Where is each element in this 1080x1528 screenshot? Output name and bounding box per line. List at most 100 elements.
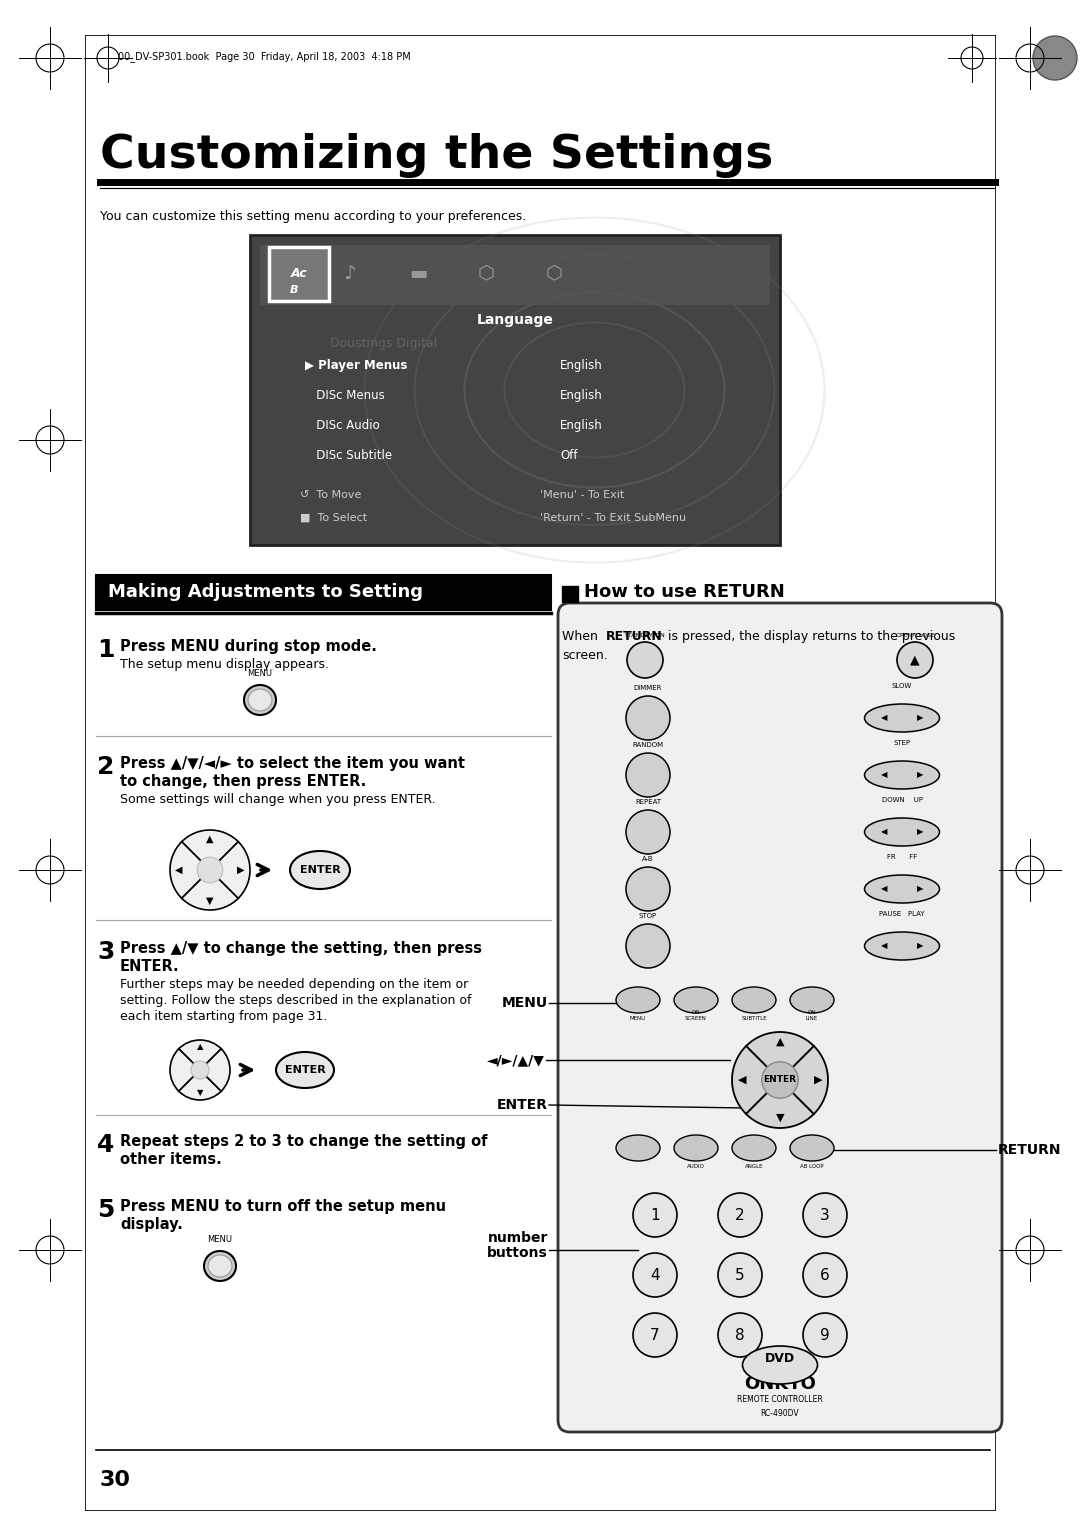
Text: English: English — [561, 388, 603, 402]
Text: ▶: ▶ — [917, 885, 923, 894]
Text: screen.: screen. — [562, 649, 608, 662]
Text: REPEAT: REPEAT — [635, 799, 661, 805]
Text: 4: 4 — [97, 1132, 114, 1157]
Text: RETURN: RETURN — [606, 630, 663, 643]
Wedge shape — [170, 842, 210, 898]
Text: ENTER: ENTER — [299, 865, 340, 876]
Text: ■  To Select: ■ To Select — [300, 513, 367, 523]
Text: 7: 7 — [650, 1328, 660, 1343]
Text: RANDOM: RANDOM — [633, 743, 663, 749]
Text: setting. Follow the steps described in the explanation of: setting. Follow the steps described in t… — [120, 995, 472, 1007]
Text: 30: 30 — [100, 1470, 131, 1490]
Text: SUBTITLE: SUBTITLE — [741, 1016, 767, 1021]
Text: ♪: ♪ — [343, 263, 356, 283]
Text: RETURN: RETURN — [998, 1143, 1062, 1157]
Circle shape — [626, 810, 670, 854]
Text: to change, then press ENTER.: to change, then press ENTER. — [120, 775, 366, 788]
Text: MENU: MENU — [502, 996, 548, 1010]
Text: ▶: ▶ — [917, 941, 923, 950]
Circle shape — [198, 857, 222, 883]
Text: The setup menu display appears.: The setup menu display appears. — [120, 659, 329, 671]
Ellipse shape — [864, 761, 940, 788]
Text: Press ▲/▼ to change the setting, then press: Press ▲/▼ to change the setting, then pr… — [120, 941, 482, 957]
FancyBboxPatch shape — [96, 575, 551, 610]
Text: 1: 1 — [97, 639, 114, 662]
Ellipse shape — [789, 987, 834, 1013]
Text: 8: 8 — [735, 1328, 745, 1343]
Text: 00_DV-SP301.book  Page 30  Friday, April 18, 2003  4:18 PM: 00_DV-SP301.book Page 30 Friday, April 1… — [118, 52, 410, 63]
Ellipse shape — [732, 1135, 777, 1161]
Text: 1: 1 — [650, 1207, 660, 1222]
Wedge shape — [179, 1041, 221, 1070]
Ellipse shape — [208, 1254, 232, 1277]
Text: Press MENU to turn off the setup menu: Press MENU to turn off the setup menu — [120, 1199, 446, 1215]
Text: ▲: ▲ — [775, 1038, 784, 1047]
Text: ▲: ▲ — [206, 834, 214, 843]
Ellipse shape — [864, 876, 940, 903]
Text: each item starting from page 31.: each item starting from page 31. — [120, 1010, 327, 1024]
Text: Further steps may be needed depending on the item or: Further steps may be needed depending on… — [120, 978, 469, 992]
Ellipse shape — [743, 1346, 818, 1384]
Text: ▶: ▶ — [917, 828, 923, 836]
Text: is pressed, the display returns to the previous: is pressed, the display returns to the p… — [664, 630, 955, 643]
Text: DISc Subtitle: DISc Subtitle — [305, 449, 392, 461]
Text: MENU: MENU — [630, 1016, 646, 1021]
Text: 9: 9 — [820, 1328, 829, 1343]
Text: ⬡: ⬡ — [545, 263, 563, 283]
Text: ENTER: ENTER — [285, 1065, 325, 1076]
Text: ▶: ▶ — [917, 770, 923, 779]
Text: ONKYO: ONKYO — [744, 1375, 815, 1394]
Bar — [562, 587, 578, 602]
Text: English: English — [561, 359, 603, 371]
Circle shape — [633, 1193, 677, 1238]
Circle shape — [718, 1313, 762, 1357]
Ellipse shape — [291, 851, 350, 889]
Text: ◀: ◀ — [881, 714, 888, 723]
Wedge shape — [181, 830, 239, 869]
Text: 2: 2 — [97, 755, 114, 779]
Text: RC-490DV: RC-490DV — [760, 1409, 799, 1418]
Wedge shape — [210, 842, 249, 898]
Text: display.: display. — [120, 1216, 183, 1232]
Text: You can customize this setting menu according to your preferences.: You can customize this setting menu acco… — [100, 209, 526, 223]
Ellipse shape — [616, 987, 660, 1013]
Ellipse shape — [674, 1135, 718, 1161]
Wedge shape — [181, 869, 239, 911]
Ellipse shape — [244, 685, 276, 715]
Text: ▶: ▶ — [917, 714, 923, 723]
Text: ▲: ▲ — [197, 1042, 203, 1051]
Text: DISc Audio: DISc Audio — [305, 419, 380, 431]
Text: ◀: ◀ — [738, 1076, 746, 1085]
Text: How to use RETURN: How to use RETURN — [584, 584, 785, 601]
Ellipse shape — [864, 932, 940, 960]
Circle shape — [804, 1193, 847, 1238]
Text: DIMMER: DIMMER — [634, 685, 662, 691]
Text: ▶: ▶ — [813, 1076, 822, 1085]
Ellipse shape — [732, 987, 777, 1013]
Circle shape — [626, 695, 670, 740]
Circle shape — [761, 1062, 798, 1099]
Wedge shape — [780, 1047, 828, 1114]
Text: DVD: DVD — [765, 1352, 795, 1366]
Text: MENU: MENU — [207, 1235, 232, 1244]
Text: ◀: ◀ — [881, 770, 888, 779]
Text: ▬: ▬ — [409, 263, 428, 283]
Text: buttons: buttons — [487, 1245, 548, 1261]
Text: other items.: other items. — [120, 1152, 221, 1167]
Text: DISc Menus: DISc Menus — [305, 388, 384, 402]
Text: STANDBY/ON: STANDBY/ON — [624, 633, 665, 637]
FancyBboxPatch shape — [269, 248, 329, 301]
Text: ▶ Player Menus: ▶ Player Menus — [305, 359, 407, 371]
Circle shape — [718, 1193, 762, 1238]
Text: Press MENU during stop mode.: Press MENU during stop mode. — [120, 639, 377, 654]
Text: ↺  To Move: ↺ To Move — [300, 490, 362, 500]
Text: STEP: STEP — [893, 740, 910, 746]
Text: ◀: ◀ — [881, 885, 888, 894]
Circle shape — [633, 1253, 677, 1297]
Text: REMOTE CONTROLLER: REMOTE CONTROLLER — [738, 1395, 823, 1404]
Ellipse shape — [674, 987, 718, 1013]
Text: ▼: ▼ — [197, 1088, 203, 1097]
Wedge shape — [170, 1048, 200, 1091]
Text: English: English — [561, 419, 603, 431]
Ellipse shape — [864, 817, 940, 847]
